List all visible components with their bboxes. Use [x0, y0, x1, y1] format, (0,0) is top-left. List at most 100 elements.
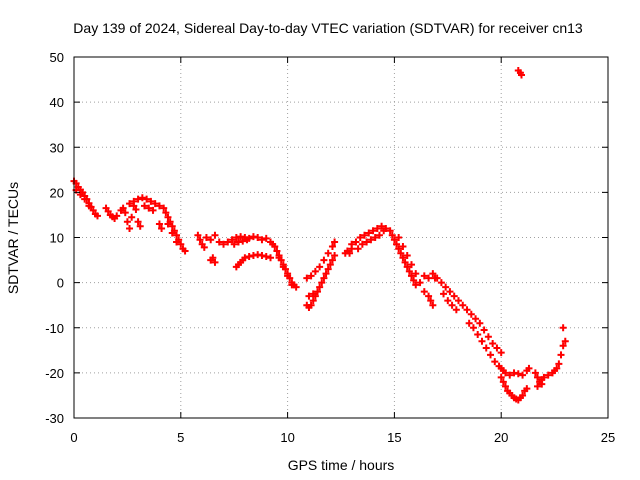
data-point	[491, 358, 499, 366]
data-point	[553, 364, 561, 372]
data-point	[440, 290, 448, 298]
data-point	[230, 240, 238, 248]
y-tick-label: 40	[50, 95, 64, 110]
data-point	[412, 281, 420, 289]
data-point	[147, 197, 155, 205]
data-point	[76, 191, 84, 199]
data-point	[501, 382, 509, 390]
data-point	[138, 194, 146, 202]
data-point	[181, 247, 189, 255]
y-tick-label: 30	[50, 140, 64, 155]
data-point	[484, 333, 492, 341]
data-point	[386, 227, 394, 235]
data-point	[113, 212, 121, 220]
data-point	[155, 202, 163, 210]
axis-ticks	[73, 56, 609, 419]
data-point	[489, 340, 497, 348]
data-point	[196, 236, 204, 244]
data-point	[452, 306, 460, 314]
data-point	[307, 301, 315, 309]
data-point	[501, 369, 509, 377]
data-point	[444, 297, 452, 305]
y-tick-label: -20	[45, 366, 64, 381]
data-point	[474, 331, 482, 339]
x-tick-label: 5	[177, 430, 184, 445]
x-tick-labels: 0 5 10 15 20 25	[70, 430, 615, 445]
data-point	[324, 265, 332, 273]
data-point	[531, 369, 539, 377]
data-point	[538, 380, 546, 388]
data-point	[164, 213, 172, 221]
data-point	[363, 238, 371, 246]
data-point	[104, 207, 112, 215]
data-point	[267, 254, 275, 262]
data-point	[173, 231, 181, 239]
data-point	[307, 272, 315, 280]
data-point	[540, 373, 548, 381]
data-point	[407, 261, 415, 269]
data-point	[497, 373, 505, 381]
data-point	[437, 279, 445, 287]
data-point	[89, 206, 97, 214]
data-point	[365, 229, 373, 237]
data-point	[371, 234, 379, 241]
data-point	[273, 247, 281, 255]
y-tick-label: -30	[45, 411, 64, 426]
data-point	[136, 222, 144, 230]
data-point	[320, 256, 328, 264]
data-point	[425, 274, 433, 282]
data-point	[316, 263, 324, 271]
data-point	[448, 301, 456, 309]
data-point	[493, 344, 501, 352]
data-point	[463, 306, 471, 314]
data-point	[207, 236, 215, 244]
y-tick-label: 10	[50, 231, 64, 246]
data-point	[559, 324, 567, 332]
data-point	[123, 218, 131, 226]
data-point	[145, 204, 153, 212]
data-point	[243, 236, 251, 244]
data-point	[151, 200, 159, 208]
data-point	[228, 236, 236, 244]
data-point	[478, 337, 486, 345]
data-point	[177, 240, 185, 248]
data-point	[258, 236, 266, 244]
data-point	[155, 220, 163, 228]
data-point	[375, 231, 383, 239]
data-point	[140, 202, 148, 210]
y-tick-label: 50	[50, 50, 64, 65]
data-point	[525, 364, 533, 372]
data-point	[164, 220, 172, 228]
data-point	[393, 240, 401, 248]
chart-title: Day 139 of 2024, Sidereal Day-to-day VTE…	[73, 20, 583, 36]
data-point	[405, 267, 413, 275]
data-point	[517, 71, 525, 79]
data-point	[173, 238, 181, 246]
x-tick-label: 25	[601, 430, 615, 445]
data-point	[433, 274, 441, 282]
y-tick-label: 0	[57, 276, 64, 291]
data-point	[352, 238, 360, 246]
data-point	[126, 200, 134, 208]
data-point	[465, 319, 473, 327]
x-tick-label: 10	[280, 430, 294, 445]
data-point	[194, 231, 202, 239]
data-point	[275, 254, 283, 262]
data-point	[305, 292, 313, 300]
data-point	[143, 195, 151, 203]
data-point	[356, 234, 364, 241]
data-point	[311, 267, 319, 275]
data-point	[395, 245, 403, 253]
x-tick-label: 15	[387, 430, 401, 445]
data-point	[279, 263, 287, 271]
grid-lines	[74, 57, 608, 418]
data-point	[390, 236, 398, 244]
data-point	[85, 202, 93, 210]
data-point	[328, 256, 336, 264]
data-point	[348, 240, 356, 248]
data-point	[555, 360, 563, 368]
data-point	[373, 224, 381, 232]
data-point	[534, 382, 542, 390]
data-point	[459, 301, 467, 309]
